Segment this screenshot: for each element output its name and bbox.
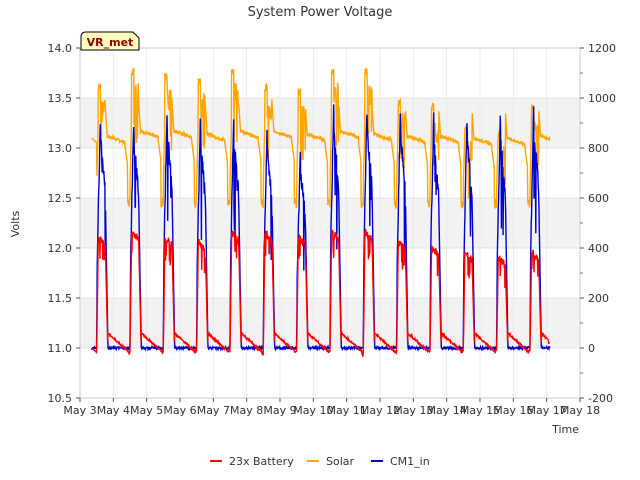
y-right-tick-label: 1200: [588, 42, 616, 55]
legend-label: Solar: [326, 455, 355, 468]
x-tick-label: May 10: [293, 404, 333, 417]
y-left-axis-ticks: 10.5 11.0 11.5 12.0 12.5 13.0 13.5 14.0: [48, 42, 80, 405]
y-right-tick-label: 800: [588, 142, 609, 155]
x-tick-label: May 7: [197, 404, 230, 417]
x-tick-label: May 4: [97, 404, 130, 417]
legend-label: 23x Battery: [229, 455, 294, 468]
legend: 23x Battery Solar CM1_in: [210, 455, 430, 468]
series-cm1-line: [91, 104, 551, 352]
x-tick-label: May 11: [327, 404, 367, 417]
series-layer: [91, 68, 551, 357]
y-right-tick-label: 0: [588, 342, 595, 355]
legend-label: CM1_in: [390, 455, 430, 468]
site-badge-label: VR_met: [87, 36, 134, 49]
y-left-tick-label: 11.5: [48, 292, 73, 305]
series-solar-line: [91, 68, 551, 211]
x-tick-label: May 16: [493, 404, 533, 417]
legend-item-solar: Solar: [307, 455, 355, 468]
y-left-tick-label: 12.5: [48, 192, 73, 205]
y-right-tick-label: 400: [588, 242, 609, 255]
x-tick-label: May 18: [560, 404, 600, 417]
series-battery-line: [91, 228, 550, 357]
x-tick-label: May 8: [230, 404, 263, 417]
x-axis-label: Time: [551, 423, 579, 436]
y-left-tick-label: 13.0: [48, 142, 73, 155]
x-tick-label: May 9: [263, 404, 296, 417]
chart-title: System Power Voltage: [248, 5, 393, 20]
y-left-tick-label: 11.0: [48, 342, 73, 355]
x-tick-label: May 15: [460, 404, 500, 417]
y-left-tick-label: 14.0: [48, 42, 73, 55]
x-tick-label: May 17: [527, 404, 567, 417]
y-right-axis-ticks: -200 0 200 400 600 800 1000 1200: [580, 42, 616, 405]
y-axis-label: Volts: [9, 210, 22, 237]
y-left-tick-label: 12.0: [48, 242, 73, 255]
x-tick-label: May 14: [427, 404, 467, 417]
site-badge: VR_met: [80, 31, 140, 51]
x-tick-label: May 5: [130, 404, 163, 417]
x-tick-label: May 12: [360, 404, 400, 417]
x-tick-label: May 3: [63, 404, 96, 417]
y-right-tick-label: 200: [588, 292, 609, 305]
legend-item-battery: 23x Battery: [210, 455, 294, 468]
background-band: [80, 98, 580, 148]
y-right-tick-label: 1000: [588, 92, 616, 105]
x-tick-label: May 13: [393, 404, 433, 417]
legend-item-cm1: CM1_in: [371, 455, 430, 468]
y-right-tick-label: 600: [588, 192, 609, 205]
y-left-tick-label: 10.5: [48, 392, 73, 405]
y-right-tick-label: -200: [588, 392, 613, 405]
site-badge-shape: [80, 31, 140, 51]
y-left-tick-label: 13.5: [48, 92, 73, 105]
x-tick-label: May 6: [163, 404, 196, 417]
